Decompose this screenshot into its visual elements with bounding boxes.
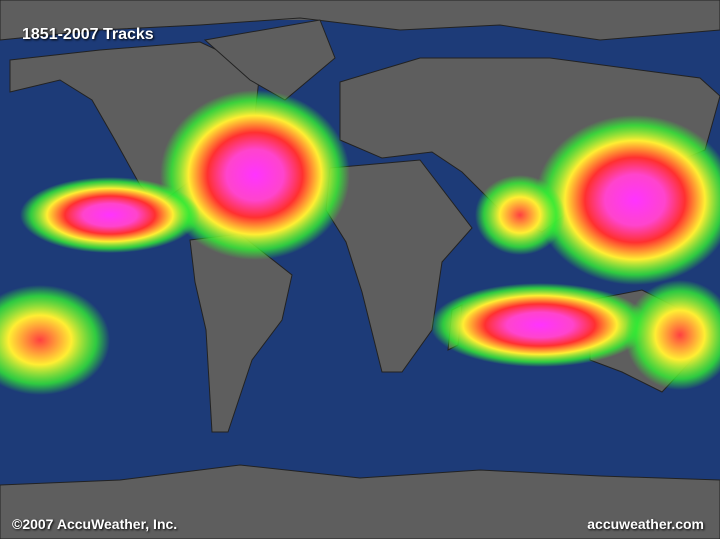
track-cluster-west-pacific xyxy=(535,115,720,285)
track-cluster-north-indian xyxy=(475,175,565,255)
track-cluster-south-indian xyxy=(430,283,650,367)
arctic xyxy=(0,0,720,41)
track-cluster-east-pacific xyxy=(20,177,200,253)
antarctica xyxy=(0,464,720,539)
map-title: 1851-2007 Tracks xyxy=(22,26,154,43)
track-cluster-australia xyxy=(625,280,720,390)
africa xyxy=(325,159,473,373)
greenland xyxy=(203,19,336,101)
storm-tracks xyxy=(0,90,720,395)
copyright: ©2007 AccuWeather, Inc. xyxy=(12,516,178,532)
track-cluster-north-atlantic xyxy=(160,90,350,260)
site-link[interactable]: accuweather.com xyxy=(587,516,704,532)
track-cluster-south-pacific xyxy=(0,285,110,395)
